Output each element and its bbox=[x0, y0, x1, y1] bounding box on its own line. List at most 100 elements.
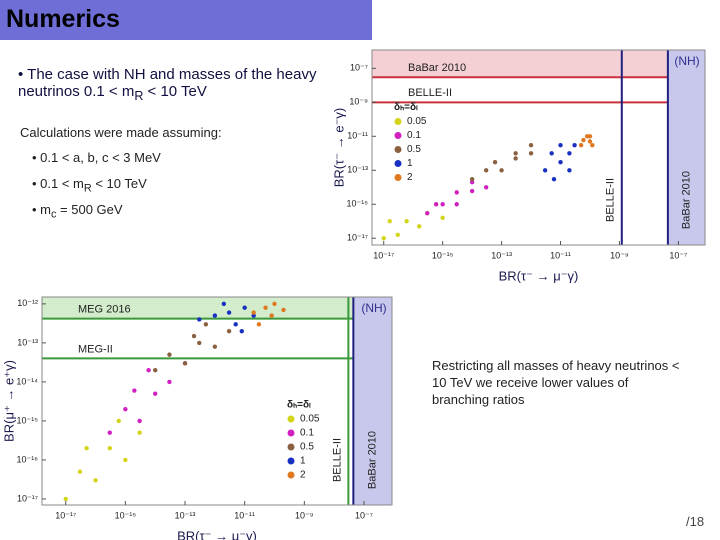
data-point bbox=[483, 168, 489, 173]
data-point bbox=[137, 418, 142, 424]
data-point bbox=[212, 313, 218, 318]
x-tick-label: 10⁻⁹ bbox=[610, 250, 629, 260]
data-point bbox=[77, 469, 83, 474]
legend-label: 2 bbox=[407, 172, 413, 183]
data-point bbox=[167, 352, 172, 357]
data-point bbox=[167, 379, 172, 385]
calc-title: Calculations were made assuming: bbox=[20, 125, 222, 140]
page-number: /18 bbox=[686, 514, 705, 529]
legend-swatch bbox=[287, 443, 295, 451]
data-point bbox=[581, 137, 586, 143]
limit-label: MEG-II bbox=[78, 343, 113, 355]
data-point bbox=[492, 159, 498, 165]
x-tick-label: 10⁻⁷ bbox=[669, 250, 687, 260]
data-point bbox=[63, 496, 68, 502]
data-point bbox=[256, 322, 262, 327]
x-tick-label: 10⁻¹⁵ bbox=[432, 250, 454, 260]
y-tick-label: 10⁻⁹ bbox=[349, 97, 368, 107]
lead-item: The case with NH and masses of the heavy… bbox=[18, 66, 323, 103]
data-point bbox=[513, 156, 518, 161]
legend-label: 0.1 bbox=[407, 130, 421, 141]
text-run: The case with NH and masses of the heavy… bbox=[18, 66, 317, 100]
data-point bbox=[251, 313, 256, 318]
limit-label: MEG 2016 bbox=[78, 303, 131, 315]
data-point bbox=[433, 202, 439, 207]
data-point bbox=[146, 367, 151, 373]
data-point bbox=[528, 151, 534, 156]
legend-label: 0.05 bbox=[300, 414, 320, 425]
data-point bbox=[395, 232, 400, 237]
y-tick-label: 10⁻¹⁷ bbox=[347, 233, 368, 243]
y-tick-label: 10⁻⁷ bbox=[350, 63, 368, 73]
data-point bbox=[191, 333, 197, 339]
plot-frame bbox=[371, 49, 706, 246]
plot-area bbox=[372, 50, 705, 245]
note: Restricting all masses of heavy neutrino… bbox=[432, 358, 680, 407]
legend-label: 0.1 bbox=[300, 428, 314, 439]
data-point bbox=[558, 159, 563, 165]
legend-swatch bbox=[287, 471, 295, 479]
subscript: R bbox=[83, 182, 92, 195]
assumption: 0.1 < a, b, c < 3 MeV bbox=[32, 150, 161, 176]
data-point bbox=[263, 305, 268, 310]
data-point bbox=[404, 219, 409, 224]
limit-label: BELLE-II bbox=[331, 438, 343, 482]
excluded-band bbox=[42, 297, 392, 319]
data-point bbox=[239, 328, 244, 334]
data-point bbox=[558, 142, 563, 148]
data-point bbox=[454, 190, 459, 195]
data-point bbox=[123, 406, 128, 412]
plot-area bbox=[42, 297, 392, 505]
data-point bbox=[226, 310, 232, 315]
data-point bbox=[381, 236, 386, 241]
data-point bbox=[572, 142, 577, 148]
data-point bbox=[590, 142, 595, 148]
excluded-band bbox=[667, 50, 705, 245]
excluded-band bbox=[372, 50, 705, 78]
y-tick-label: 10⁻¹⁶ bbox=[17, 454, 39, 464]
data-point bbox=[84, 445, 89, 451]
data-point bbox=[221, 301, 227, 307]
data-point bbox=[251, 310, 256, 315]
data-point bbox=[440, 202, 445, 207]
data-point bbox=[107, 430, 112, 435]
data-point bbox=[197, 340, 202, 346]
legend-swatch bbox=[394, 146, 402, 153]
limit-label: BaBar 2010 bbox=[367, 431, 379, 489]
x-tick-label: 10⁻¹¹ bbox=[550, 250, 571, 260]
data-point bbox=[551, 176, 557, 182]
limit-label: BELLE-II bbox=[408, 87, 452, 99]
subscript: R bbox=[134, 89, 144, 103]
text-run: 0.1 < m bbox=[40, 176, 84, 191]
x-tick-label: 10⁻¹⁷ bbox=[373, 250, 394, 260]
legend-swatch bbox=[394, 160, 402, 167]
x-tick-label: 10⁻¹³ bbox=[491, 250, 512, 260]
data-point bbox=[499, 168, 504, 173]
y-tick-label: 10⁻¹³ bbox=[17, 337, 38, 347]
y-tick-label: 10⁻¹⁵ bbox=[17, 415, 39, 425]
legend-label: 1 bbox=[300, 456, 306, 467]
legend-title: δₕ=δₗ bbox=[394, 102, 418, 113]
legend-swatch bbox=[287, 415, 295, 423]
y-tick-label: 10⁻¹⁴ bbox=[16, 376, 38, 386]
x-tick-label: 10⁻¹³ bbox=[175, 510, 196, 520]
limit-label: BELLE-II bbox=[605, 178, 617, 222]
y-tick-label: 10⁻¹¹ bbox=[347, 131, 368, 141]
x-tick-label: 10⁻⁷ bbox=[355, 510, 373, 520]
data-point bbox=[387, 219, 392, 224]
legend-swatch bbox=[394, 132, 402, 139]
legend-swatch bbox=[394, 174, 402, 181]
y-tick-label: 10⁻¹⁵ bbox=[347, 199, 369, 209]
legend-swatch bbox=[394, 118, 402, 125]
plot-frame bbox=[41, 296, 393, 506]
data-point bbox=[549, 151, 554, 156]
data-point bbox=[272, 301, 277, 307]
y-tick-label: 10⁻¹² bbox=[17, 298, 38, 308]
data-point bbox=[153, 391, 158, 396]
data-point bbox=[567, 151, 572, 156]
data-point bbox=[123, 457, 128, 463]
data-point bbox=[226, 328, 232, 334]
annotation: (NH) bbox=[674, 54, 699, 68]
data-point bbox=[233, 322, 238, 327]
